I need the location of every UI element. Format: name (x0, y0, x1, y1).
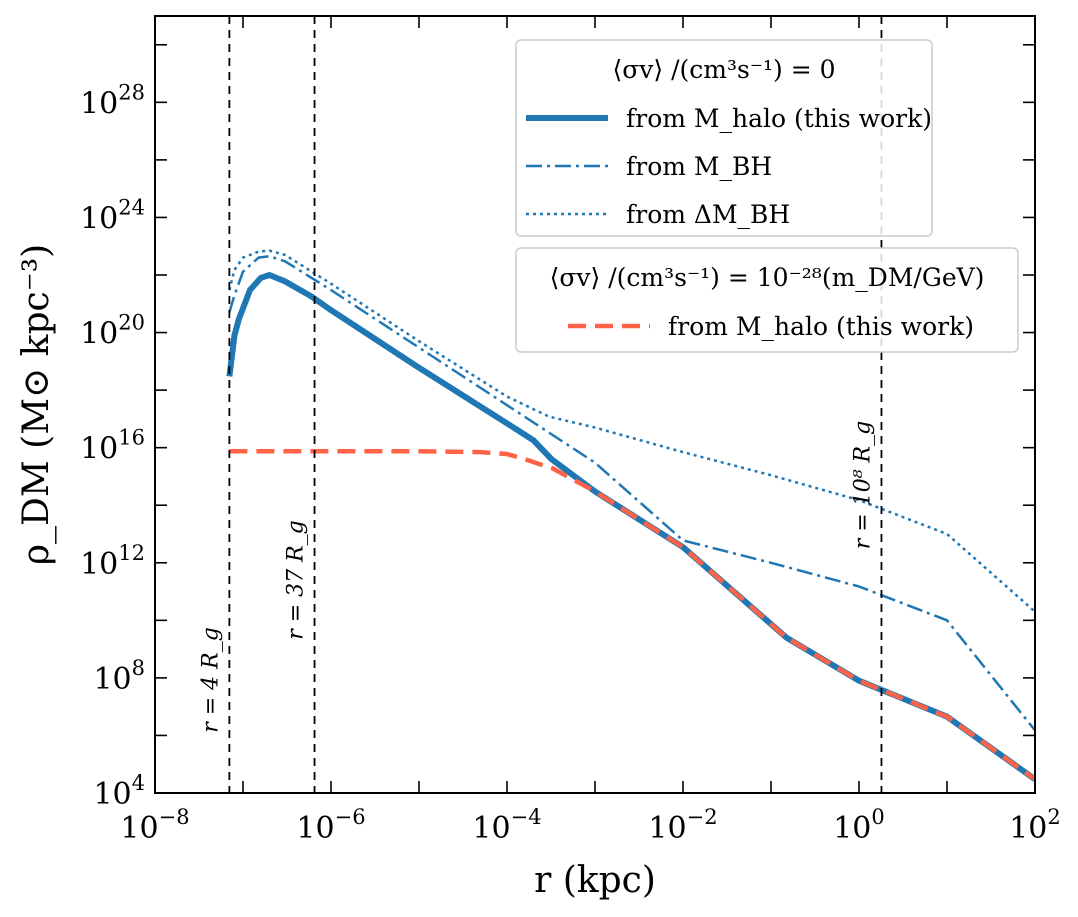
x-tick-label-1: 10−6 (296, 805, 365, 846)
legend-title-0: ⟨σv⟩ /(cm³s⁻¹) = 0 (612, 55, 835, 84)
series-line-2 (228, 249, 1035, 613)
y-tick-label-3: 1016 (80, 426, 145, 467)
x-tick-label-2: 10−4 (472, 805, 541, 846)
series-line-3 (229, 449, 1035, 782)
series-line-0 (226, 272, 1035, 782)
y-tick-label-5: 1024 (80, 195, 145, 236)
x-axis-title: r (kpc) (534, 860, 656, 901)
y-tick-label-6: 1028 (80, 80, 145, 121)
legend-label-0-1: from M_BH (626, 152, 772, 181)
vline-label-2: r = 10⁸ R_g (850, 421, 875, 549)
y-tick-label-4: 1020 (80, 311, 145, 352)
legend-label-0-2: from ΔM_BH (626, 200, 790, 229)
series-layer (226, 249, 1035, 782)
axes-layer: 10−8 10−6 10−4 10−2 100 102 104 108 1012 1016 1020… (16, 15, 1061, 901)
legend-box-1 (515, 247, 1019, 353)
legend-layer: ⟨σv⟩ /(cm³s⁻¹) = 0 from M_halo (this work… (515, 39, 1019, 353)
legend-label-1-0: from M_halo (this work) (668, 312, 974, 341)
legend-title-1: ⟨σv⟩ /(cm³s⁻¹) = 10⁻²⁸(m_DM/GeV) (550, 263, 985, 292)
x-tick-label-4: 100 (833, 805, 885, 846)
legend-box-0 (515, 39, 933, 237)
y-axis-title: ρ_DM (M⊙ kpc⁻³) (16, 244, 57, 565)
y-tick-label-1: 108 (93, 656, 145, 697)
x-tick-label-5: 102 (1009, 805, 1061, 846)
vline-label-0: r = 4 R_g (198, 627, 223, 733)
y-tick-label-0: 104 (93, 771, 145, 812)
vline-label-1: r = 37 R_g (284, 520, 309, 640)
x-tick-label-0: 10−8 (120, 805, 189, 846)
x-tick-label-3: 10−2 (648, 805, 717, 846)
legend-label-0-0: from M_halo (this work) (626, 104, 932, 133)
series-line-1 (228, 254, 1035, 732)
y-tick-label-2: 1012 (80, 541, 145, 582)
